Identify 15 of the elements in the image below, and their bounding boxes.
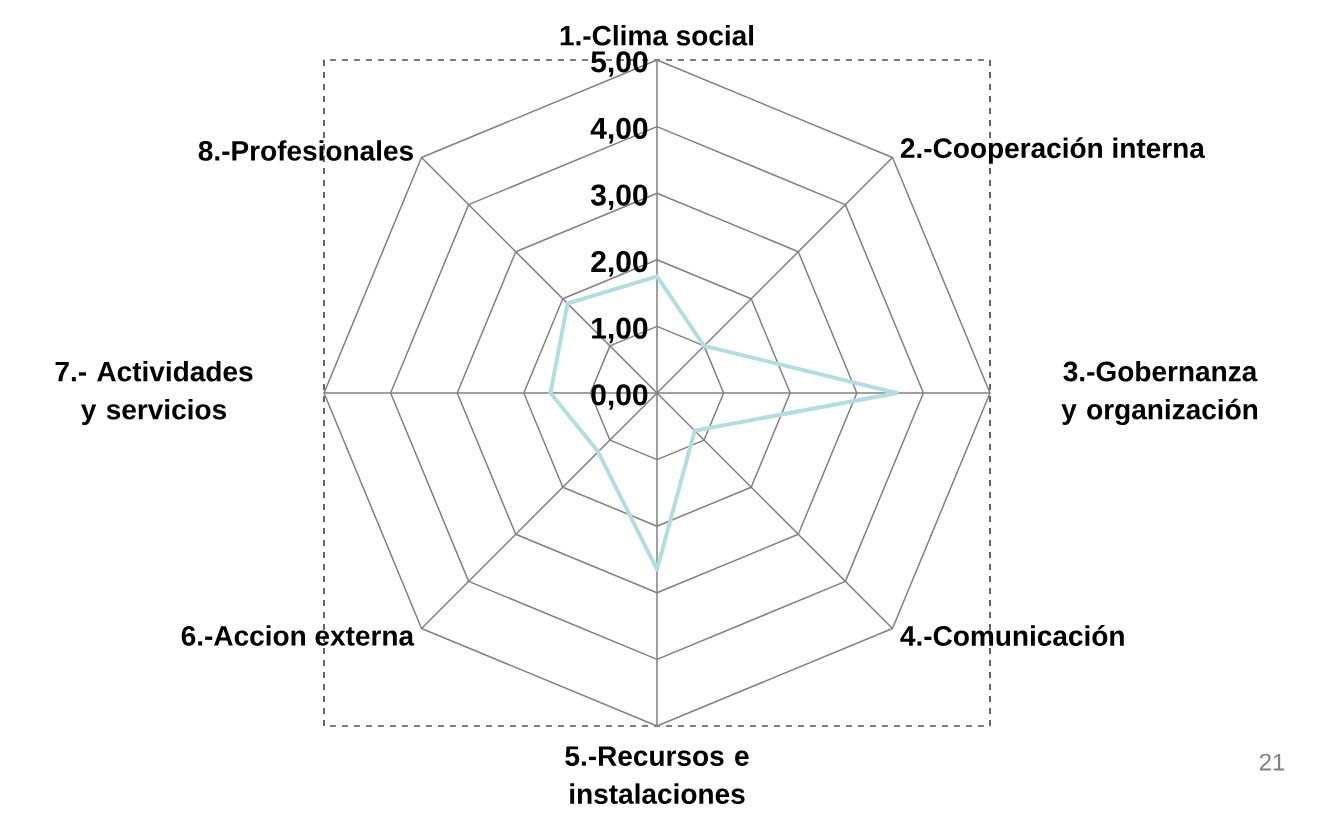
spoke-label: 1.-Clima social (560, 25, 754, 46)
spoke-label: 6.-Accion externa (181, 625, 415, 646)
spoke-label: 5.-Recursos e instalaciones (565, 746, 749, 804)
y-tick-label: 1,00 (592, 317, 648, 344)
spoke-label: 8.-Profesionales (198, 140, 413, 161)
y-tick-label: 4,00 (590, 117, 648, 144)
y-tick-label: 5,00 (591, 51, 648, 77)
y-tick-label: 2,00 (591, 250, 648, 277)
spoke-label: 7.- Actividades y servicios (55, 360, 253, 426)
spoke-label: 3.-Gobernanza y organización (1061, 360, 1258, 426)
y-tick-label: 3,00 (590, 184, 648, 210)
text: 21 (1259, 753, 1285, 771)
spoke-label: 2.-Cooperación interna (900, 137, 1206, 164)
y-tick-label: 0,00 (591, 384, 648, 410)
spoke-label: 4.-Comunicación (900, 625, 1124, 646)
